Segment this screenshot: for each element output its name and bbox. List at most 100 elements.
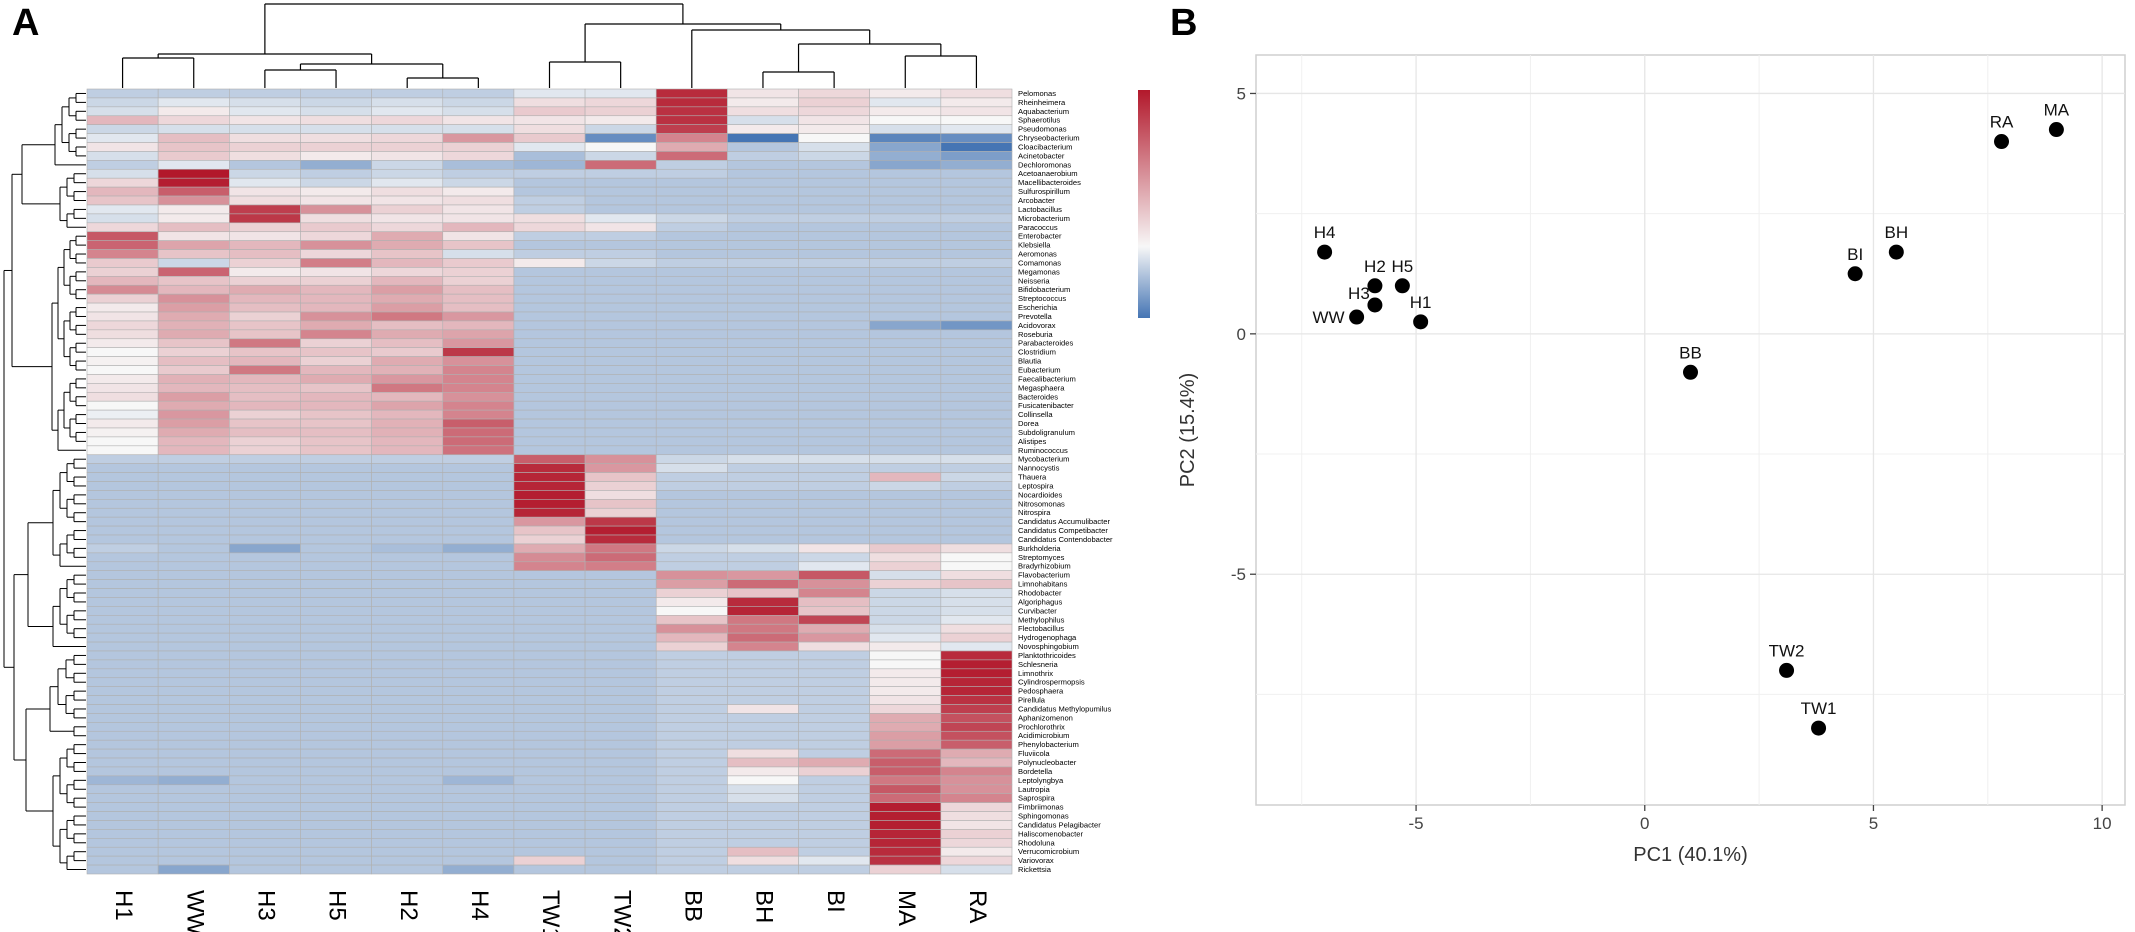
heatmap-row-label: Fusicatenibacter (1018, 401, 1074, 410)
heatmap-cell (798, 695, 870, 705)
heatmap-cell (229, 516, 301, 527)
heatmap-cell (442, 855, 515, 866)
heatmap-cell (513, 168, 586, 179)
heatmap-cell (798, 204, 870, 215)
heatmap-cell (157, 579, 230, 589)
y-tick-label: 5 (1237, 84, 1246, 103)
heatmap-cell (86, 597, 159, 607)
heatmap-cell (157, 838, 230, 848)
heatmap-cell (655, 784, 728, 795)
heatmap-cell (442, 97, 515, 108)
heatmap-cell (655, 293, 728, 304)
heatmap-cell (513, 160, 586, 170)
heatmap-cell (513, 632, 586, 643)
heatmap-cell (940, 391, 1013, 402)
heatmap-cell (86, 784, 159, 795)
heatmap-row-label: Algoriphagus (1018, 597, 1063, 606)
heatmap-cell (584, 427, 657, 438)
heatmap-cell (869, 160, 942, 170)
heatmap-cell (86, 829, 159, 839)
heatmap-cell (584, 757, 657, 768)
heatmap-cell (869, 142, 942, 152)
heatmap-cell (300, 400, 372, 411)
pca-point-h5 (1394, 278, 1410, 294)
heatmap-cell (940, 338, 1013, 348)
heatmap-row-label: Bacteroides (1018, 392, 1058, 401)
heatmap-cell (86, 722, 159, 732)
x-tick-label: -5 (1409, 814, 1424, 833)
heatmap-cell (584, 418, 657, 429)
x-axis-label: PC1 (40.1%) (1633, 844, 1748, 866)
heatmap-row-label: Rhodobacter (1018, 589, 1062, 598)
heatmap-cell (798, 383, 870, 393)
heatmap-cell (513, 606, 586, 616)
heatmap-row-label: Collinsella (1018, 410, 1053, 419)
heatmap-cell (869, 659, 942, 670)
heatmap-cell (584, 124, 657, 134)
heatmap-cell (727, 579, 799, 589)
heatmap-cell (513, 579, 586, 589)
heatmap-cell (157, 748, 230, 759)
heatmap-cell (513, 409, 586, 420)
heatmap-cell (655, 106, 728, 117)
heatmap-cell (157, 276, 230, 286)
heatmap-cell (157, 374, 230, 384)
heatmap-cell (727, 713, 799, 723)
heatmap-cell (513, 177, 586, 188)
heatmap-cell (584, 177, 657, 188)
heatmap-cell (442, 623, 515, 634)
heatmap-cell (157, 249, 230, 259)
heatmap-cell (940, 686, 1013, 696)
heatmap-cell (940, 267, 1013, 277)
heatmap-cell (584, 864, 657, 875)
heatmap-cell (300, 213, 372, 224)
heatmap-cell (86, 445, 159, 456)
heatmap-cell (229, 258, 301, 268)
heatmap-cell (940, 490, 1013, 500)
heatmap-cell (869, 722, 942, 732)
heatmap-cell (86, 436, 159, 447)
heatmap-cell (157, 115, 230, 125)
heatmap-cell (442, 320, 515, 331)
heatmap-cell (86, 668, 159, 679)
pca-point-h4 (1317, 244, 1333, 260)
heatmap-cell (371, 151, 444, 161)
heatmap-cell (157, 160, 230, 170)
heatmap-cell (869, 374, 942, 384)
heatmap-cell (229, 213, 301, 224)
heatmap-cell (727, 231, 799, 241)
heatmap-cell (157, 124, 230, 134)
pca-point-tw2 (1779, 662, 1795, 678)
heatmap-cell (584, 677, 657, 687)
heatmap-cell (229, 383, 301, 393)
heatmap-cell (157, 177, 230, 188)
heatmap-cell (655, 284, 728, 295)
heatmap-cell (727, 659, 799, 670)
heatmap-cell (869, 632, 942, 643)
heatmap-cell (300, 133, 372, 143)
heatmap-cell (727, 748, 799, 759)
heatmap-cell (157, 686, 230, 696)
heatmap-cell (300, 302, 372, 313)
heatmap-cell (442, 391, 515, 402)
heatmap-cell (940, 97, 1013, 108)
heatmap-cell (798, 445, 870, 456)
heatmap-cell (727, 124, 799, 134)
heatmap-cell (300, 338, 372, 348)
heatmap-cell (940, 213, 1013, 224)
heatmap-cell (869, 713, 942, 723)
heatmap-cell (442, 552, 515, 563)
heatmap-cell (655, 168, 728, 179)
heatmap-row-label: Streptomyces (1018, 553, 1065, 562)
heatmap-row-label: Cloacibacterium (1018, 142, 1072, 151)
heatmap-cell (86, 186, 159, 197)
heatmap-cell (442, 311, 515, 322)
heatmap-cell (727, 543, 799, 554)
heatmap-cell (798, 88, 870, 99)
heatmap-cell (727, 418, 799, 429)
heatmap-cell (727, 811, 799, 821)
heatmap-row-label: Pedosphaera (1018, 687, 1064, 696)
heatmap-cell (442, 347, 515, 357)
heatmap-row-label: Leptolyngbya (1018, 776, 1064, 785)
heatmap-cell (371, 615, 444, 625)
